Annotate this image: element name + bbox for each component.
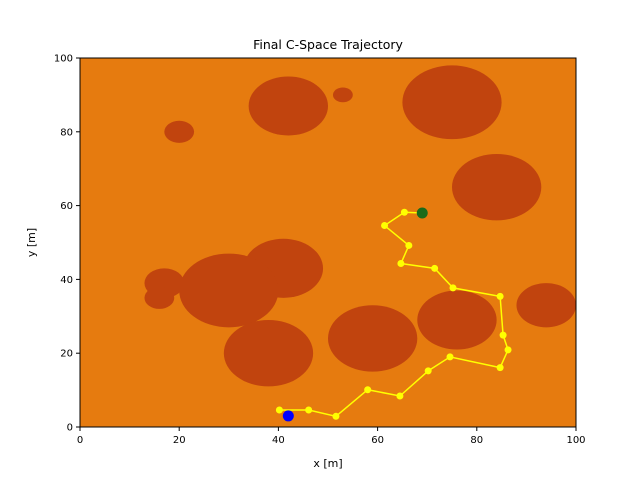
y-tick-label: 40 xyxy=(60,275,73,286)
y-tick-label: 80 xyxy=(60,127,73,138)
waypoint-7 xyxy=(496,364,504,372)
y-axis: 0 20 40 60 80 100 xyxy=(54,54,80,434)
waypoint-6 xyxy=(446,353,454,361)
waypoint-4 xyxy=(396,392,404,400)
y-tick-label: 0 xyxy=(67,423,73,434)
x-tick-label: 40 xyxy=(272,435,285,446)
waypoint-15 xyxy=(381,222,389,230)
waypoint-14 xyxy=(405,241,413,249)
obstacle-1 xyxy=(402,65,502,140)
waypoint-16 xyxy=(400,208,408,216)
waypoint-2 xyxy=(332,412,340,420)
obstacle-layer xyxy=(144,65,576,387)
y-tick-label: 20 xyxy=(60,349,73,360)
obstacle-9 xyxy=(223,319,314,387)
waypoint-5 xyxy=(424,367,432,375)
plot-background xyxy=(80,58,576,427)
x-tick-label: 60 xyxy=(371,435,384,446)
x-axis: 0 20 40 60 80 100 xyxy=(77,427,586,446)
chart-title: Final C-Space Trajectory xyxy=(253,37,403,52)
waypoint-3 xyxy=(364,386,372,394)
obstacle-0 xyxy=(248,76,328,136)
waypoint-10 xyxy=(496,292,504,300)
x-tick-label: 100 xyxy=(566,435,585,446)
waypoint-9 xyxy=(499,331,507,339)
waypoint-1 xyxy=(305,406,313,414)
obstacle-12 xyxy=(516,283,576,328)
y-axis-label: y [m] xyxy=(25,228,38,257)
goal-point xyxy=(416,207,428,219)
y-tick-label: 60 xyxy=(60,201,73,212)
y-tick-label: 100 xyxy=(54,54,73,65)
waypoint-12 xyxy=(431,264,439,272)
obstacle-4 xyxy=(164,120,195,143)
x-axis-label: x [m] xyxy=(313,457,342,470)
trajectory-line xyxy=(279,211,509,418)
start-point xyxy=(282,410,294,422)
trajectory-layer xyxy=(275,207,512,422)
x-tick-label: 20 xyxy=(173,435,186,446)
x-tick-label: 80 xyxy=(470,435,483,446)
obstacle-10 xyxy=(328,305,418,372)
waypoint-0 xyxy=(275,406,283,414)
x-tick-label: 0 xyxy=(77,435,83,446)
obstacle-6 xyxy=(179,253,279,328)
obstacle-8 xyxy=(144,286,175,309)
plot-frame xyxy=(79,57,577,428)
obstacle-3 xyxy=(332,87,353,103)
waypoint-13 xyxy=(397,260,405,268)
waypoint-11 xyxy=(449,284,457,292)
obstacle-2 xyxy=(452,153,542,221)
obstacle-11 xyxy=(417,290,497,350)
waypoint-8 xyxy=(504,346,512,354)
